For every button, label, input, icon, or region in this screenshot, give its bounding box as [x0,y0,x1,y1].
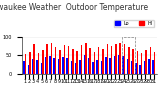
Bar [72,49,74,74]
Bar [144,61,145,74]
Bar [131,61,132,74]
Bar [148,59,150,74]
Bar [46,44,48,74]
Bar [122,37,135,74]
Bar [94,52,95,74]
Legend: Lo, Hi: Lo, Hi [114,20,154,27]
Bar [36,60,38,74]
Bar [122,56,124,74]
Bar [115,44,117,74]
Bar [107,44,108,74]
Bar [79,60,81,74]
Bar [59,50,61,74]
Bar [96,60,98,74]
Bar [128,47,130,74]
Bar [137,51,138,74]
Bar [127,59,128,74]
Bar [102,49,104,74]
Bar [135,63,137,74]
Bar [140,65,141,74]
Bar [53,58,55,74]
Bar [76,51,78,74]
Bar [152,60,154,74]
Bar [132,49,134,74]
Bar [41,63,42,74]
Bar [114,56,115,74]
Bar [145,50,147,74]
Bar [81,45,82,74]
Bar [88,58,89,74]
Bar [38,53,39,74]
Bar [101,61,102,74]
Bar [124,44,125,74]
Bar [98,47,100,74]
Bar [64,45,65,74]
Bar [33,44,35,74]
Bar [111,46,112,74]
Bar [28,65,29,74]
Bar [66,58,68,74]
Bar [49,56,51,74]
Bar [68,46,69,74]
Bar [62,57,64,74]
Bar [42,50,44,74]
Bar [105,57,107,74]
Bar [118,55,120,74]
Bar [75,63,76,74]
Bar [150,47,151,74]
Bar [120,43,121,74]
Bar [89,48,91,74]
Bar [29,52,31,74]
Bar [58,59,59,74]
Text: Milwaukee Weather  Outdoor Temperature: Milwaukee Weather Outdoor Temperature [0,3,148,12]
Bar [45,57,46,74]
Bar [85,43,87,74]
Bar [55,47,56,74]
Bar [51,43,52,74]
Bar [141,53,142,74]
Bar [23,61,25,74]
Bar [154,52,155,74]
Bar [109,58,111,74]
Bar [71,61,72,74]
Bar [84,55,85,74]
Bar [92,62,94,74]
Bar [32,59,33,74]
Bar [25,54,26,74]
